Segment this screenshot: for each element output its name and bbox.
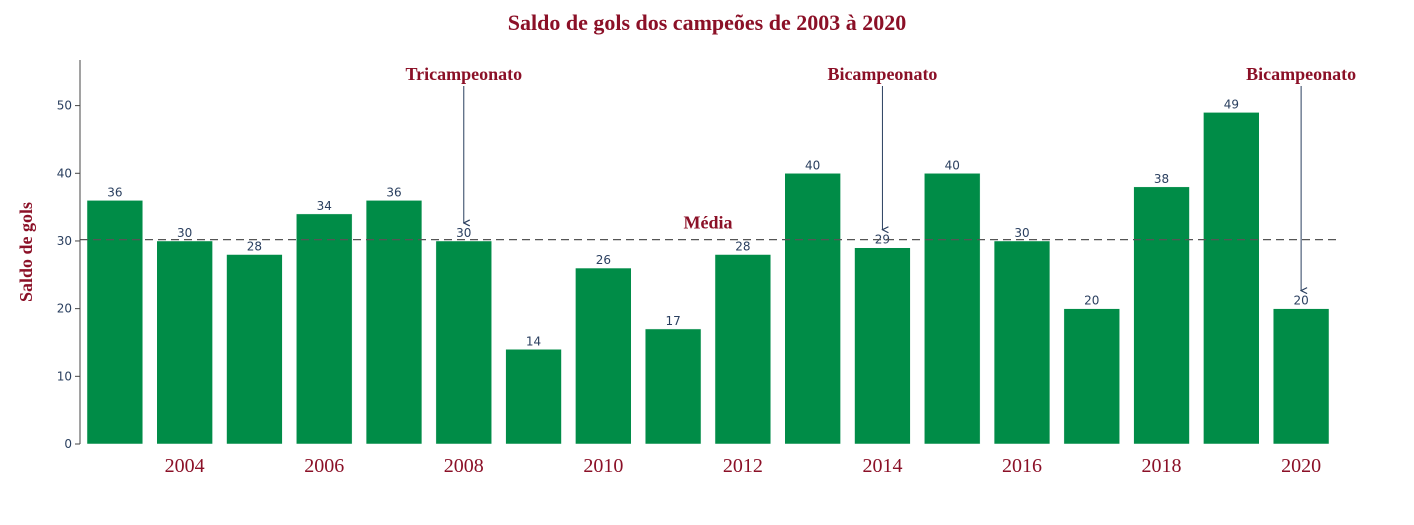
data-label: 28 <box>735 240 750 254</box>
bar <box>296 213 353 445</box>
bar <box>365 200 423 445</box>
data-label: 20 <box>1293 294 1308 308</box>
data-label: 49 <box>1224 97 1239 111</box>
x-tick-label: 2018 <box>1142 455 1182 477</box>
data-label: 38 <box>1154 172 1169 186</box>
x-tick-label: 2020 <box>1281 455 1321 477</box>
annotation-label: Tricampeonato <box>405 64 522 84</box>
bar <box>644 328 702 445</box>
y-tick-label: 50 <box>57 99 72 113</box>
x-tick-label: 2014 <box>862 455 902 477</box>
bar <box>1272 308 1330 445</box>
bar <box>226 254 283 445</box>
data-label: 36 <box>107 185 122 199</box>
data-label: 20 <box>1084 294 1099 308</box>
bar <box>505 349 562 445</box>
bar <box>86 200 144 445</box>
x-tick-label: 2006 <box>304 455 344 477</box>
y-tick-label: 40 <box>57 166 72 180</box>
data-label: 40 <box>945 158 960 172</box>
data-label: 28 <box>247 240 262 254</box>
x-tick-label: 2012 <box>723 455 763 477</box>
mean-line-label: Média <box>684 213 733 233</box>
bar <box>854 247 911 445</box>
data-label: 30 <box>177 226 192 240</box>
bar <box>1203 112 1260 445</box>
bar <box>1063 308 1120 445</box>
bar <box>784 173 841 445</box>
y-tick-label: 20 <box>57 302 72 316</box>
x-tick-label: 2008 <box>444 455 484 477</box>
y-tick-label: 30 <box>57 234 72 248</box>
chart-title: Saldo de gols dos campeões de 2003 à 202… <box>508 10 906 35</box>
annotation-label: Bicampeonato <box>827 64 937 84</box>
data-label: 17 <box>665 314 680 328</box>
data-label: 26 <box>596 253 611 267</box>
y-axis-label: Saldo de gols <box>16 202 36 302</box>
data-label: 34 <box>317 199 332 213</box>
x-tick-label: 2016 <box>1002 455 1042 477</box>
data-label: 14 <box>526 334 541 348</box>
bar <box>435 240 492 445</box>
data-label: 36 <box>386 185 401 199</box>
bar <box>714 254 772 445</box>
bar <box>575 267 632 445</box>
data-label: 40 <box>805 158 820 172</box>
bar <box>993 240 1051 445</box>
plot-area: 36 30 28 34 36 30 14 26 17 28 40 29 40 30 20 38 49 20 Médi… <box>57 60 1356 477</box>
y-tick-label: 0 <box>64 437 72 451</box>
data-label: 30 <box>1014 226 1029 240</box>
data-label: 29 <box>875 233 890 247</box>
bar <box>924 173 981 445</box>
bar <box>1133 186 1190 445</box>
x-tick-label: 2010 <box>583 455 623 477</box>
bar <box>156 240 213 445</box>
y-tick-label: 10 <box>57 369 72 383</box>
data-label: 30 <box>456 226 471 240</box>
x-tick-label: 2004 <box>165 455 205 477</box>
annotation-label: Bicampeonato <box>1246 64 1356 84</box>
